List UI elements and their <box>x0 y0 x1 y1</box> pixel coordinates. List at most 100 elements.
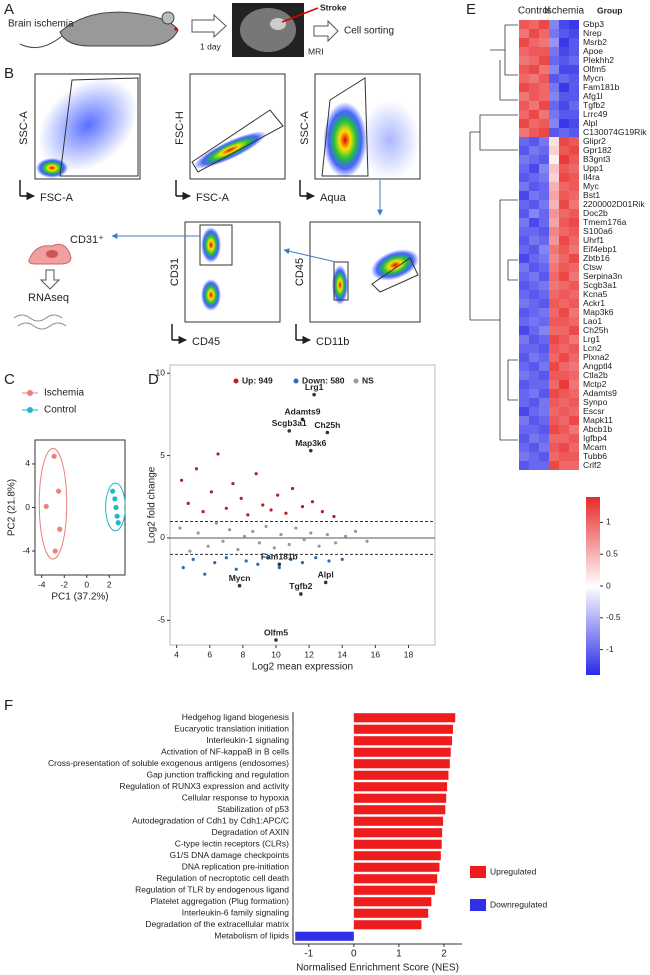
heatmap-cell <box>519 272 529 281</box>
heatmap-cell <box>529 227 539 236</box>
category-label: Platelet aggregation (Plug formation) <box>151 896 290 906</box>
mri-label: MRI <box>308 46 324 56</box>
heatmap-cell <box>549 425 559 434</box>
x-tick-label: 1 <box>396 949 402 960</box>
heatmap-cell <box>559 128 569 137</box>
point <box>289 557 293 561</box>
point <box>191 557 195 561</box>
column-group-label: Ischemia <box>544 6 584 17</box>
point <box>234 567 238 571</box>
heatmap-cell <box>529 92 539 101</box>
heatmap-cell <box>529 56 539 65</box>
heatmap-cell <box>539 56 549 65</box>
annotated-point <box>277 562 282 567</box>
point <box>242 534 247 538</box>
point <box>43 503 49 510</box>
heatmap-cell <box>549 344 559 353</box>
bar <box>353 828 443 838</box>
annotated-point <box>287 429 292 433</box>
heatmap-cell <box>559 209 569 218</box>
point <box>269 508 273 512</box>
heatmap-cell <box>539 137 549 146</box>
heatmap-cell <box>549 461 559 470</box>
point <box>334 541 338 545</box>
gene-label: Afg1l <box>583 91 603 101</box>
heatmap-cell <box>519 218 529 227</box>
heatmap-cell <box>559 272 569 281</box>
heatmap-cell <box>529 452 539 461</box>
heatmap-cell <box>529 191 539 200</box>
category-label: Hedgehog ligand biogenesis <box>182 712 289 722</box>
heatmap-cell <box>539 425 549 434</box>
time-label: 1 day <box>200 41 222 51</box>
gene-label: Plxna2 <box>583 352 609 362</box>
point <box>228 528 232 532</box>
y-tick-label: 0 <box>160 532 165 542</box>
model-label: Brain ischemia <box>8 19 74 30</box>
x-axis-label: Normalised Enrichment Score (NES) <box>296 963 459 974</box>
heatmap-cell <box>529 164 539 173</box>
heatmap-cell <box>549 353 559 362</box>
heatmap-cell <box>549 443 559 452</box>
heatmap-cell <box>559 299 569 308</box>
y-tick-label: 0 <box>25 502 30 512</box>
heatmap-cell <box>519 299 529 308</box>
gene-label: Tmem176a <box>583 217 627 227</box>
heatmap-cell <box>549 191 559 200</box>
heatmap-cell <box>539 290 549 299</box>
category-label: Activation of NF-kappaB in B cells <box>161 747 289 757</box>
gene-label: Crlf2 <box>583 460 601 470</box>
point <box>317 544 321 548</box>
heatmap-cell <box>519 20 529 29</box>
heatmap-cell <box>539 47 549 56</box>
heatmap-cell <box>569 182 579 191</box>
bar <box>353 770 449 780</box>
heatmap-cell <box>549 299 559 308</box>
point <box>279 533 283 537</box>
heatmap-cell <box>569 353 579 362</box>
point <box>194 467 199 471</box>
heatmap-cell <box>519 335 529 344</box>
heatmap-cell <box>559 47 569 56</box>
heatmap-cell <box>549 65 559 74</box>
heatmap-cell <box>529 425 539 434</box>
heatmap-cell <box>529 461 539 470</box>
legend-label: NS <box>362 375 374 385</box>
heatmap-cell <box>569 101 579 110</box>
bar <box>353 724 453 734</box>
gene-label: Synpo <box>583 397 608 407</box>
heatmap-cell <box>549 218 559 227</box>
heatmap-cell <box>559 425 569 434</box>
point <box>221 539 225 543</box>
category-label: Regulation of necroptotic cell death <box>156 873 289 883</box>
heatmap-cell <box>569 380 579 389</box>
heatmap-cell <box>549 308 559 317</box>
point <box>52 548 58 554</box>
y-tick-label: 4 <box>25 458 30 468</box>
plot-frame <box>169 364 436 646</box>
bar <box>353 782 448 792</box>
category-label: Regulation of TLR by endogenous ligand <box>135 885 289 895</box>
point <box>188 549 192 553</box>
heatmap-cell <box>529 47 539 56</box>
heatmap-cell <box>559 74 569 83</box>
gene-label: Lrrc49 <box>583 109 608 119</box>
gene-label: Tubb6 <box>583 451 607 461</box>
gene-label: C130074G19Rik <box>583 127 647 137</box>
heatmap-cell <box>529 101 539 110</box>
heatmap-cell <box>569 137 579 146</box>
gene-label: Abcb1b <box>583 424 612 434</box>
heatmap-cell <box>559 443 569 452</box>
heatmap-cell <box>529 128 539 137</box>
dendrogram <box>469 24 518 441</box>
heatmap-cell <box>569 83 579 92</box>
assay-label: RNAseq <box>28 292 69 304</box>
panel-a: Brain ischemia 1 day Stroke MRI Cell sor… <box>8 2 394 57</box>
heatmap-cell <box>519 38 529 47</box>
heatmap-cell <box>569 146 579 155</box>
gene-annotation: Tgfb2 <box>289 581 312 591</box>
point <box>57 526 63 532</box>
heatmap-cell <box>559 434 569 443</box>
heatmap-cell <box>569 110 579 119</box>
